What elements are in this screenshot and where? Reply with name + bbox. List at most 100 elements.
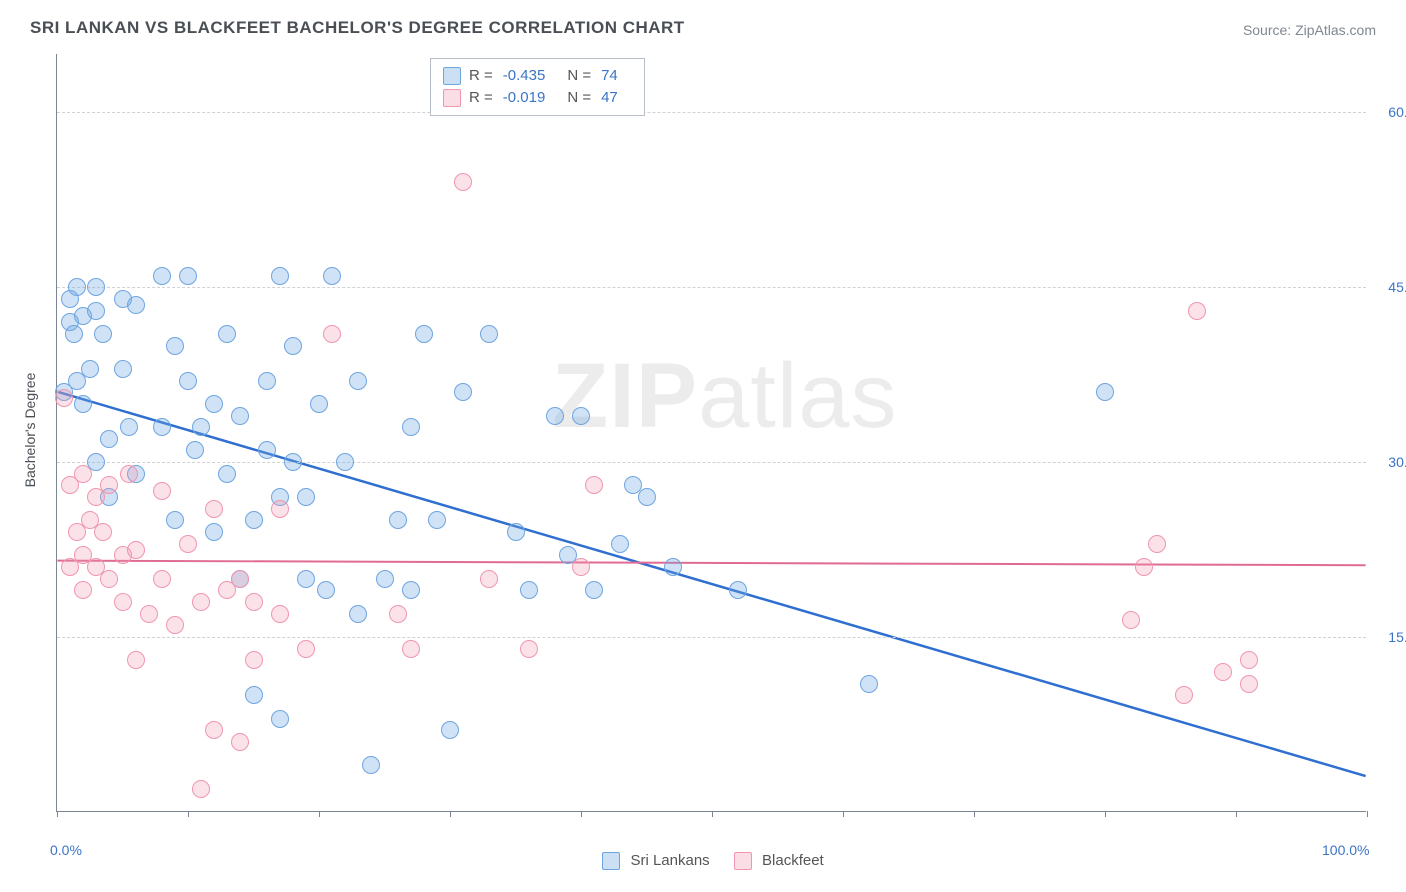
data-point — [258, 441, 276, 459]
data-point — [402, 581, 420, 599]
data-point — [402, 418, 420, 436]
x-tick — [188, 811, 189, 817]
data-point — [192, 780, 210, 798]
data-point — [585, 581, 603, 599]
data-point — [153, 570, 171, 588]
data-point — [68, 278, 86, 296]
swatch-srilankans — [443, 67, 461, 85]
x-tick — [581, 811, 582, 817]
x-tick — [1236, 811, 1237, 817]
data-point — [245, 686, 263, 704]
data-point — [258, 372, 276, 390]
x-tick — [319, 811, 320, 817]
r-label-2: R = — [469, 87, 493, 109]
data-point — [271, 267, 289, 285]
data-point — [1240, 651, 1258, 669]
data-point — [74, 465, 92, 483]
data-point — [140, 605, 158, 623]
data-point — [520, 581, 538, 599]
data-point — [1175, 686, 1193, 704]
data-point — [336, 453, 354, 471]
data-point — [100, 570, 118, 588]
data-point — [153, 482, 171, 500]
data-point — [218, 325, 236, 343]
data-point — [166, 511, 184, 529]
chart-title: SRI LANKAN VS BLACKFEET BACHELOR'S DEGRE… — [30, 18, 685, 38]
data-point — [120, 465, 138, 483]
data-point — [349, 605, 367, 623]
data-point — [297, 640, 315, 658]
data-point — [1240, 675, 1258, 693]
data-point — [297, 488, 315, 506]
data-point — [271, 710, 289, 728]
data-point — [186, 441, 204, 459]
data-point — [87, 302, 105, 320]
bottom-legend: Sri Lankans Blackfeet — [0, 852, 1406, 870]
data-point — [205, 523, 223, 541]
data-point — [218, 465, 236, 483]
n-label-2: N = — [567, 87, 591, 109]
data-point — [389, 605, 407, 623]
data-point — [572, 407, 590, 425]
legend-swatch-1 — [602, 852, 620, 870]
data-point — [81, 360, 99, 378]
data-point — [153, 267, 171, 285]
data-point — [362, 756, 380, 774]
x-tick — [57, 811, 58, 817]
data-point — [376, 570, 394, 588]
data-point — [205, 395, 223, 413]
data-point — [664, 558, 682, 576]
data-point — [231, 733, 249, 751]
data-point — [120, 418, 138, 436]
legend-label-2: Blackfeet — [762, 852, 824, 869]
data-point — [572, 558, 590, 576]
data-point — [179, 372, 197, 390]
data-point — [1135, 558, 1153, 576]
data-point — [284, 453, 302, 471]
data-point — [114, 593, 132, 611]
n-label: N = — [567, 65, 591, 87]
data-point — [1096, 383, 1114, 401]
data-point — [153, 418, 171, 436]
data-point — [87, 278, 105, 296]
data-point — [192, 418, 210, 436]
y-tick-label: 60.0% — [1388, 104, 1406, 120]
data-point — [454, 173, 472, 191]
x-tick — [974, 811, 975, 817]
chart-plot-area: ZIPatlas 15.0%30.0%45.0%60.0% — [56, 54, 1366, 812]
data-point — [585, 476, 603, 494]
y-tick-label: 15.0% — [1388, 629, 1406, 645]
data-point — [310, 395, 328, 413]
legend-swatch-2 — [734, 852, 752, 870]
data-point — [205, 500, 223, 518]
data-point — [454, 383, 472, 401]
gridline — [57, 462, 1366, 463]
data-point — [611, 535, 629, 553]
data-point — [205, 721, 223, 739]
data-point — [192, 593, 210, 611]
data-point — [638, 488, 656, 506]
stats-row-1: R = -0.435 N = 74 — [443, 65, 632, 87]
data-point — [520, 640, 538, 658]
legend-label-1: Sri Lankans — [630, 852, 709, 869]
data-point — [480, 325, 498, 343]
watermark-bold: ZIP — [552, 345, 698, 447]
trend-line-s2 — [57, 561, 1365, 566]
data-point — [323, 267, 341, 285]
data-point — [546, 407, 564, 425]
data-point — [114, 360, 132, 378]
data-point — [323, 325, 341, 343]
stats-row-2: R = -0.019 N = 47 — [443, 87, 632, 109]
data-point — [245, 511, 263, 529]
data-point — [179, 267, 197, 285]
data-point — [100, 430, 118, 448]
data-point — [415, 325, 433, 343]
swatch-blackfeet — [443, 89, 461, 107]
y-tick-label: 45.0% — [1388, 279, 1406, 295]
data-point — [245, 593, 263, 611]
n-value-2: 47 — [601, 87, 618, 109]
data-point — [441, 721, 459, 739]
data-point — [55, 389, 73, 407]
data-point — [231, 570, 249, 588]
data-point — [1122, 611, 1140, 629]
